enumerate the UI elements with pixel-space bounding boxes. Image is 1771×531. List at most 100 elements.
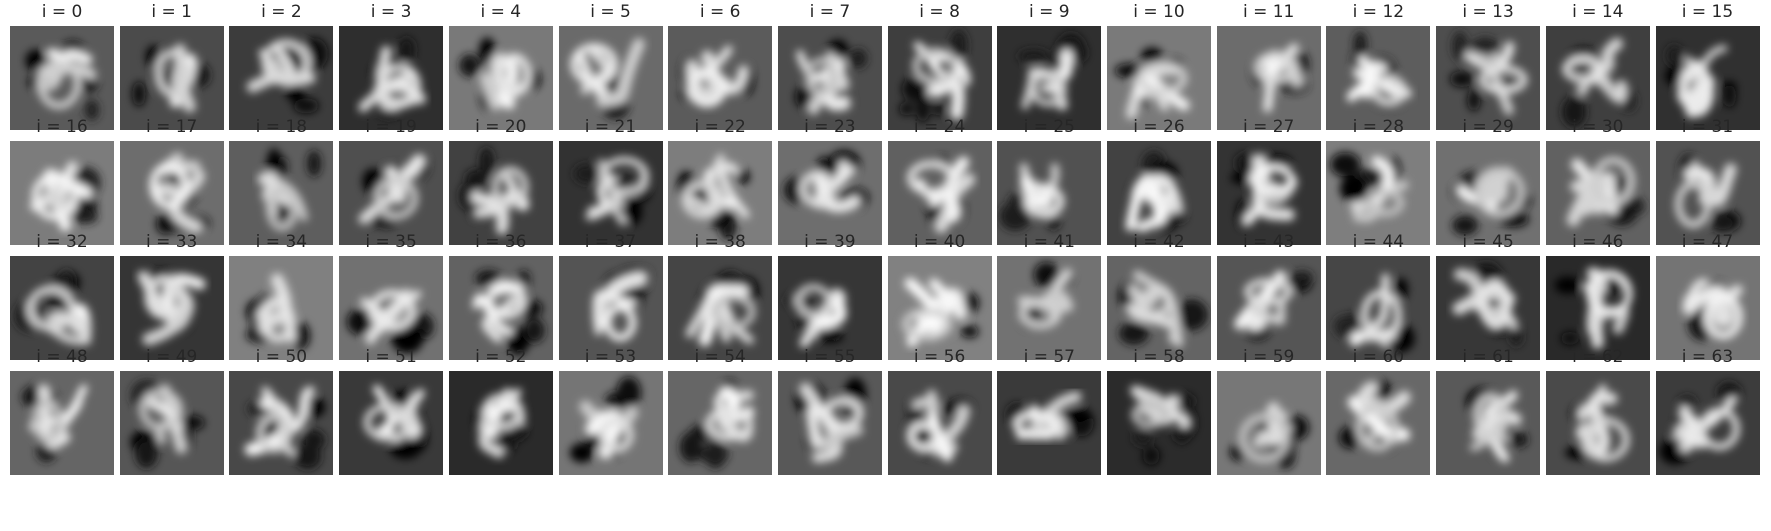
panel-title: i = 12 — [1352, 2, 1405, 22]
grayscale-thumbnail — [10, 141, 114, 245]
panel-title: i = 10 — [1133, 2, 1185, 22]
thumbnail-image — [1216, 141, 1321, 245]
panel-title: i = 46 — [1572, 232, 1624, 252]
grayscale-thumbnail — [668, 141, 773, 245]
grayscale-thumbnail — [229, 371, 334, 475]
grayscale-thumbnail — [10, 256, 114, 360]
grayscale-thumbnail — [448, 26, 553, 130]
panel-title: i = 35 — [365, 232, 417, 252]
panel-title: i = 31 — [1681, 117, 1734, 137]
thumbnail-image — [558, 26, 663, 130]
grayscale-thumbnail — [1326, 141, 1431, 245]
grayscale-thumbnail — [1107, 256, 1211, 360]
grayscale-thumbnail — [1436, 26, 1541, 130]
grayscale-thumbnail — [119, 256, 224, 360]
panel-title: i = 21 — [584, 117, 637, 137]
grayscale-thumbnail — [558, 256, 663, 360]
thumbnail-image — [1326, 141, 1431, 245]
grayscale-thumbnail — [339, 256, 444, 360]
grayscale-thumbnail — [1107, 371, 1211, 475]
grayscale-thumbnail — [777, 26, 882, 130]
grayscale-thumbnail — [1436, 256, 1541, 360]
grayscale-thumbnail — [1216, 26, 1321, 130]
panel-title: i = 49 — [145, 347, 198, 367]
panel-title: i = 48 — [36, 347, 88, 367]
panel-title: i = 60 — [1352, 347, 1405, 367]
panel-title: i = 30 — [1572, 117, 1624, 137]
grayscale-thumbnail — [558, 371, 663, 475]
panel-title: i = 18 — [255, 117, 308, 137]
thumbnail-image — [668, 26, 773, 130]
thumbnail-image — [1545, 26, 1650, 130]
panel-title: i = 43 — [1242, 232, 1295, 252]
thumbnail-image — [10, 141, 114, 245]
panel-title: i = 5 — [590, 2, 631, 22]
panel-title: i = 34 — [255, 232, 308, 252]
panel-title: i = 59 — [1242, 347, 1295, 367]
panel-title: i = 2 — [261, 2, 302, 22]
thumbnail-image — [1107, 256, 1211, 360]
thumbnail-image — [887, 141, 992, 245]
grayscale-thumbnail — [887, 26, 992, 130]
thumbnail-image — [1436, 26, 1541, 130]
grayscale-thumbnail — [448, 371, 553, 475]
grayscale-thumbnail — [777, 256, 882, 360]
grayscale-thumbnail — [448, 141, 553, 245]
grayscale-thumbnail — [997, 26, 1102, 130]
grayscale-thumbnail — [1326, 256, 1431, 360]
grayscale-thumbnail — [339, 371, 444, 475]
panel-title: i = 44 — [1352, 232, 1405, 252]
thumbnail-image — [119, 256, 224, 360]
thumbnail-image — [887, 26, 992, 130]
thumbnail-image — [887, 256, 992, 360]
panel-title: i = 51 — [365, 347, 417, 367]
panel-title: i = 11 — [1242, 2, 1295, 22]
thumbnail-image — [668, 256, 773, 360]
panel-title: i = 7 — [809, 2, 851, 22]
thumbnail-image — [1655, 256, 1760, 360]
grayscale-thumbnail — [997, 256, 1102, 360]
grayscale-thumbnail — [887, 371, 992, 475]
thumbnail-image — [668, 141, 773, 245]
grayscale-thumbnail — [887, 141, 992, 245]
thumbnail-image — [10, 256, 114, 360]
thumbnail-image — [558, 256, 663, 360]
thumbnail-image — [668, 371, 773, 475]
grayscale-thumbnail — [1655, 141, 1760, 245]
grayscale-thumbnail — [997, 371, 1102, 475]
grayscale-thumbnail — [1545, 371, 1650, 475]
grayscale-thumbnail — [668, 26, 773, 130]
thumbnail-image — [777, 256, 882, 360]
panel-title: i = 25 — [1023, 117, 1075, 137]
thumbnail-image — [448, 256, 553, 360]
thumbnail-image — [887, 371, 992, 475]
panel-title: i = 1 — [151, 2, 192, 22]
grayscale-thumbnail — [119, 26, 224, 130]
thumbnail-image — [1216, 371, 1321, 475]
panel-title: i = 26 — [1133, 117, 1185, 137]
thumbnail-image — [1545, 256, 1650, 360]
thumbnail-image — [777, 141, 882, 245]
grayscale-thumbnail — [1107, 141, 1211, 245]
grayscale-thumbnail — [777, 141, 882, 245]
panel-title: i = 45 — [1462, 232, 1514, 252]
thumbnail-image — [339, 141, 444, 245]
panel-title: i = 16 — [36, 117, 88, 137]
grayscale-thumbnail — [229, 141, 334, 245]
thumbnail-image — [119, 371, 224, 475]
panel-title: i = 6 — [699, 2, 741, 22]
thumbnail-image — [10, 26, 114, 130]
panel-title: i = 37 — [584, 232, 637, 252]
panel-title: i = 55 — [804, 347, 856, 367]
grayscale-thumbnail — [1655, 256, 1760, 360]
thumbnail-image — [997, 256, 1102, 360]
grayscale-thumbnail — [10, 371, 114, 475]
thumbnail-image — [1107, 141, 1211, 245]
panel-title: i = 50 — [255, 347, 308, 367]
grayscale-thumbnail — [1545, 141, 1650, 245]
panel-title: i = 29 — [1462, 117, 1514, 137]
grayscale-thumbnail — [1216, 371, 1321, 475]
thumbnail-image — [558, 371, 663, 475]
panel-title: i = 42 — [1133, 232, 1185, 252]
